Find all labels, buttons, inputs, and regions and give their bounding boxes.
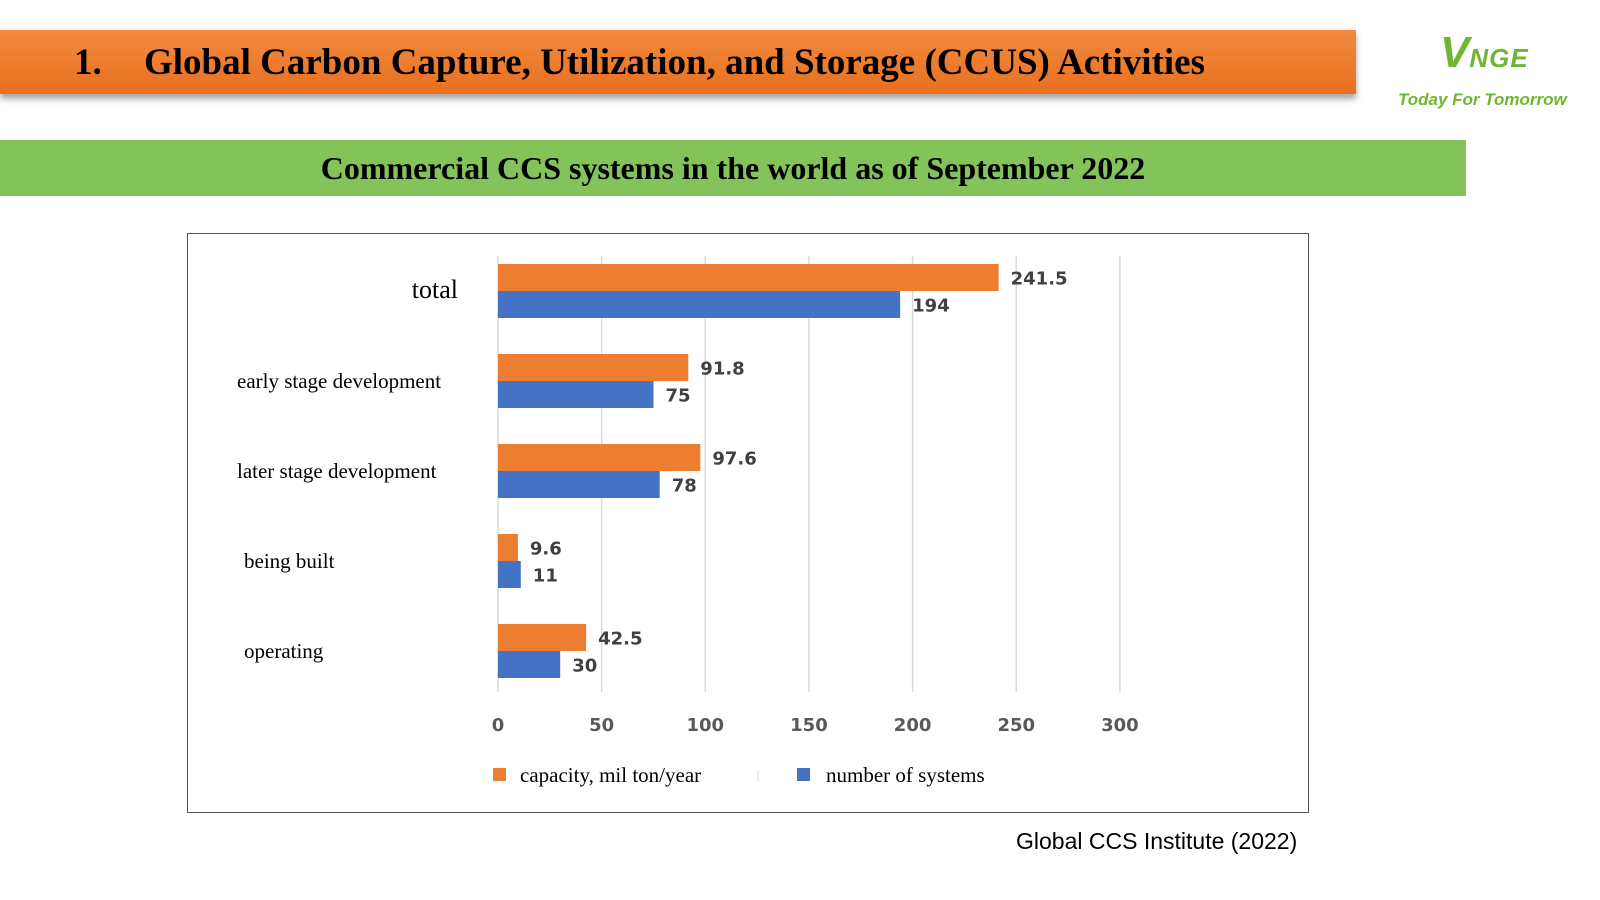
bar-capacity <box>498 264 999 291</box>
bar-systems <box>498 651 561 678</box>
x-tick-label: 200 <box>894 715 932 736</box>
logo-letter: V <box>1440 28 1470 77</box>
legend-swatch-systems <box>797 768 810 781</box>
x-tick-label: 50 <box>589 715 614 736</box>
category-label: early stage development <box>237 369 441 393</box>
x-tick-label: 0 <box>492 715 505 736</box>
logo-tagline: Today For Tomorrow <box>1398 90 1567 109</box>
data-label: 42.5 <box>598 629 642 650</box>
x-tick-label: 150 <box>790 715 828 736</box>
x-tick-label: 100 <box>687 715 725 736</box>
legend-label-systems: number of systems <box>826 763 985 787</box>
data-label: 11 <box>533 566 558 587</box>
category-label: being built <box>244 549 335 573</box>
category-label: total <box>412 275 458 304</box>
bar-chart: 0 50 100 150 200 250 300 total 241.5 194 early sta… <box>237 256 1139 787</box>
header-bar: 1. Global Carbon Capture, Utilization, a… <box>0 30 1356 94</box>
chart-container: 0 50 100 150 200 250 300 total 241.5 194 early sta… <box>187 233 1309 813</box>
bar-capacity <box>498 624 587 651</box>
legend-label-capacity: capacity, mil ton/year <box>520 763 701 787</box>
data-label: 78 <box>672 476 697 497</box>
data-label: 194 <box>912 296 950 317</box>
bar-systems <box>498 471 660 498</box>
data-label: 241.5 <box>1011 269 1068 290</box>
bar-systems <box>498 381 654 408</box>
chart-subtitle: Commercial CCS systems in the world as o… <box>320 149 1146 186</box>
data-label: 91.8 <box>700 359 744 380</box>
data-label: 9.6 <box>530 539 562 560</box>
bar-capacity <box>498 354 689 381</box>
data-label: 75 <box>665 386 690 407</box>
x-tick-label: 300 <box>1101 715 1139 736</box>
category-label: operating <box>244 639 324 663</box>
logo: VNGE Today For Tomorrow <box>1398 22 1578 117</box>
bar-systems <box>498 561 521 588</box>
legend-swatch-capacity <box>493 768 506 781</box>
subtitle-bar: Commercial CCS systems in the world as o… <box>0 140 1466 196</box>
logo-mark: VNGE <box>1440 28 1529 78</box>
x-tick-label: 250 <box>997 715 1035 736</box>
data-label: 30 <box>572 656 597 677</box>
category-label: later stage development <box>237 459 437 483</box>
bar-capacity <box>498 444 701 471</box>
bar-systems <box>498 291 901 318</box>
data-label: 97.6 <box>712 449 756 470</box>
bar-capacity <box>498 534 518 561</box>
source-citation: Global CCS Institute (2022) <box>1016 828 1298 854</box>
logo-rest: NGE <box>1469 43 1529 73</box>
page-title: Global Carbon Capture, Utilization, and … <box>144 41 1206 83</box>
header-number: 1. <box>74 41 102 83</box>
